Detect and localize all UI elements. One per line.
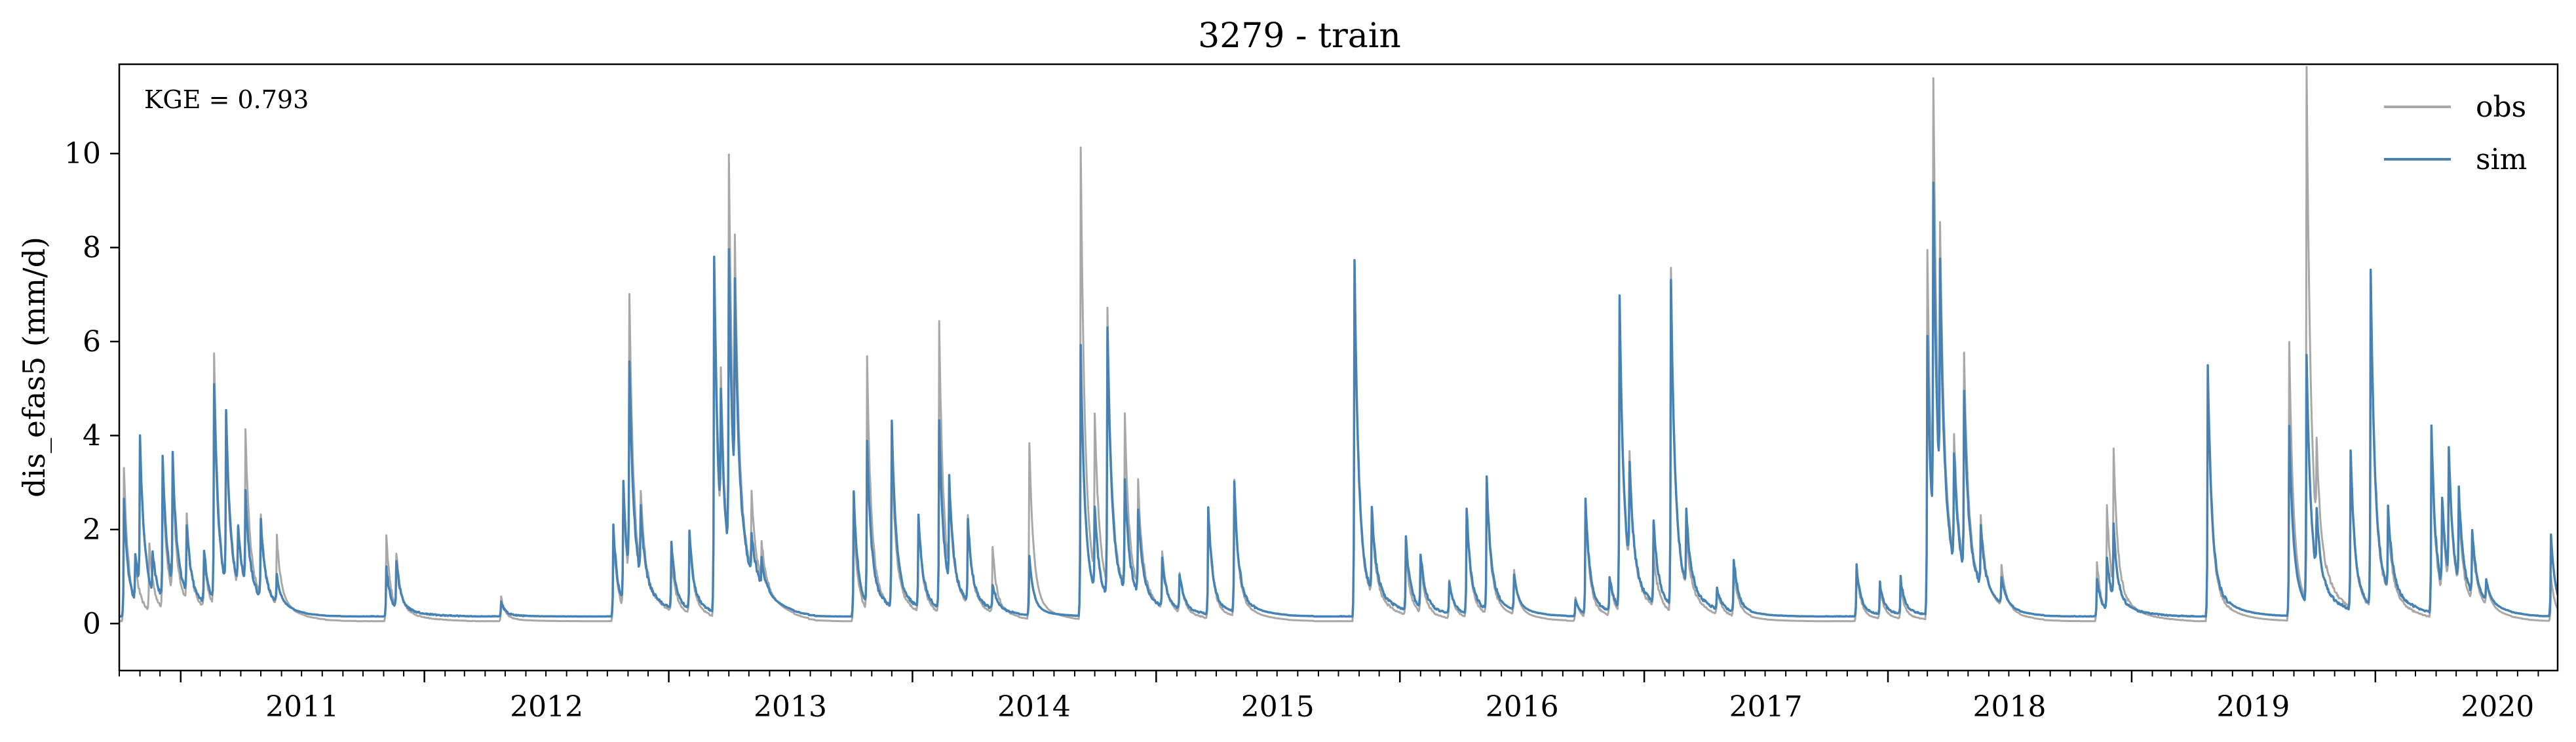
x-tick-label: 2013 [754,690,827,724]
legend: obs sim [2384,90,2527,176]
x-tick-label: 2015 [1241,690,1315,724]
y-tick-label: 8 [83,231,101,265]
y-tick-label: 10 [64,137,101,170]
x-tick-label: 2018 [1972,690,2046,724]
x-tick-label: 2012 [510,690,583,724]
x-tick-label: 2019 [2216,690,2290,724]
y-tick-label: 0 [83,607,101,640]
y-axis-label: dis_efas5 (mm/d) [16,237,52,498]
legend-entry-sim: sim [2476,143,2527,176]
legend-entry-obs: obs [2476,90,2526,124]
series-layer [119,66,2558,623]
series-line-sim [119,181,2558,618]
x-tick-label: 2016 [1486,690,1559,724]
plot-frame [118,63,2559,672]
x-axis: 2011 2012 2013 2014 2015 2016 2017 2018 2019 2020 [119,671,2539,724]
x-tick-label: 2020 [2461,690,2534,724]
y-tick-label: 4 [83,419,101,452]
x-tick-label: 2014 [997,690,1071,724]
x-tick-label: 2011 [265,690,339,724]
kge-annotation: KGE = 0.793 [144,85,309,114]
series-line-obs [119,66,2558,623]
y-tick-label: 6 [83,325,101,359]
x-tick-label: 2017 [1729,690,1803,724]
y-axis: 0 2 4 6 8 10 [64,137,119,640]
chart-title: 3279 - train [1198,16,1401,56]
y-tick-label: 2 [83,513,101,547]
